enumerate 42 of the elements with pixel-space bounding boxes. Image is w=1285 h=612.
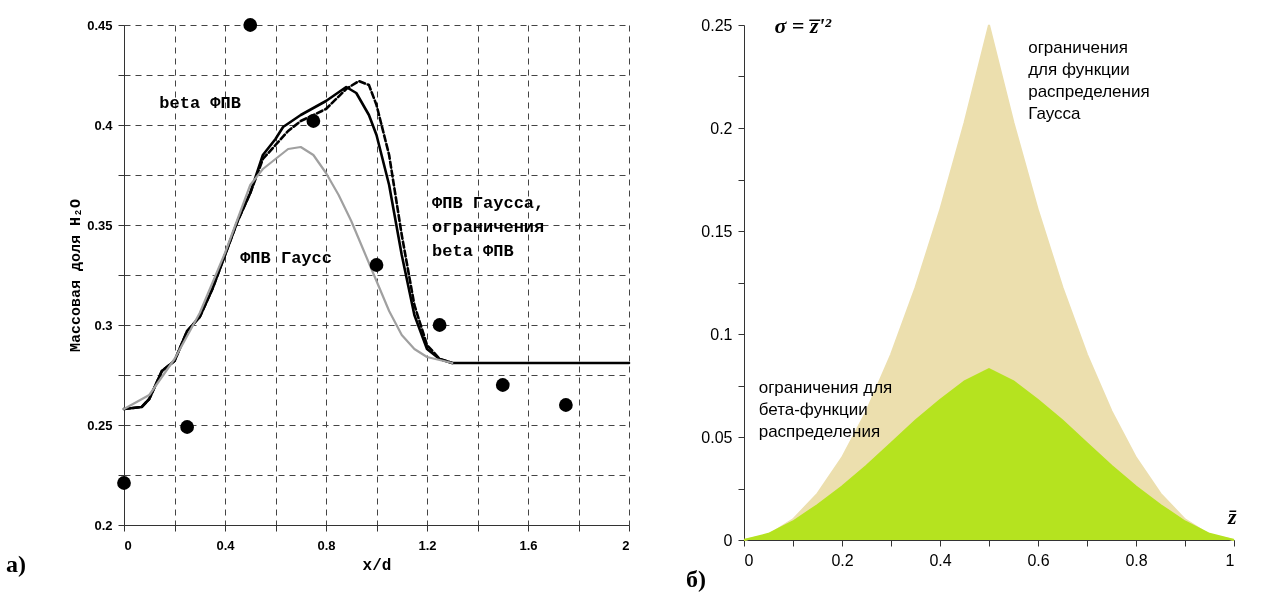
y-tick-label: 0.05 — [701, 428, 733, 446]
y-tick-label: 0.25 — [87, 417, 113, 433]
point — [369, 258, 384, 272]
y-tick-label: 0.2 — [710, 119, 733, 137]
y-tick-label: 0.4 — [94, 117, 114, 133]
text: beta ФПВ — [159, 94, 241, 113]
y-tick-label: 0.15 — [701, 222, 733, 240]
text: б) — [686, 566, 706, 592]
series-label: ФПВ Гаусс — [240, 249, 332, 268]
point — [558, 398, 573, 412]
x-tick-label: 0.8 — [317, 537, 336, 553]
y-tick-label: 0.35 — [87, 217, 113, 233]
x-tick-label: 1.6 — [519, 537, 538, 553]
y-tick-label: 0.3 — [94, 317, 113, 333]
x-tick-label: 1.2 — [418, 537, 437, 553]
series-label: ФПВ Гаусса, ограничения beta ФПВ — [432, 194, 545, 261]
y-axis-title: Массовая доля H₂O — [68, 198, 86, 353]
point — [117, 476, 131, 490]
x-tick-label: 0 — [744, 551, 754, 569]
y-tick-label: 0.25 — [701, 16, 733, 34]
x-tick-label: 0.4 — [929, 551, 952, 569]
x-tick-label: 0.2 — [831, 551, 854, 569]
x-tick-label: 1 — [1225, 551, 1235, 569]
point — [180, 420, 195, 434]
series-label: ограничения для бета-функции распределения — [758, 378, 893, 442]
point — [495, 378, 510, 392]
x-tick-label: 0.4 — [216, 537, 236, 553]
x-axis-title: x/d — [362, 556, 392, 575]
y-tick-label: 0.2 — [94, 517, 113, 533]
y-tick-label: 0.1 — [710, 325, 733, 343]
x-tick-label: 0 — [124, 537, 132, 553]
x-tick-label: 0.6 — [1027, 551, 1050, 569]
x-tick-label: 0.8 — [1125, 551, 1148, 569]
y-axis-title: σ = z̅'² — [774, 12, 832, 38]
series-label: ограничения для функции распределения Гаусса — [1028, 38, 1150, 124]
x-axis-title: z̄ — [1226, 503, 1238, 529]
y-tick-label: 0.45 — [87, 17, 113, 33]
point — [243, 18, 258, 32]
x-tick-label: 2 — [622, 537, 630, 553]
point — [306, 114, 321, 128]
point — [432, 318, 447, 332]
text: a) — [6, 551, 26, 577]
